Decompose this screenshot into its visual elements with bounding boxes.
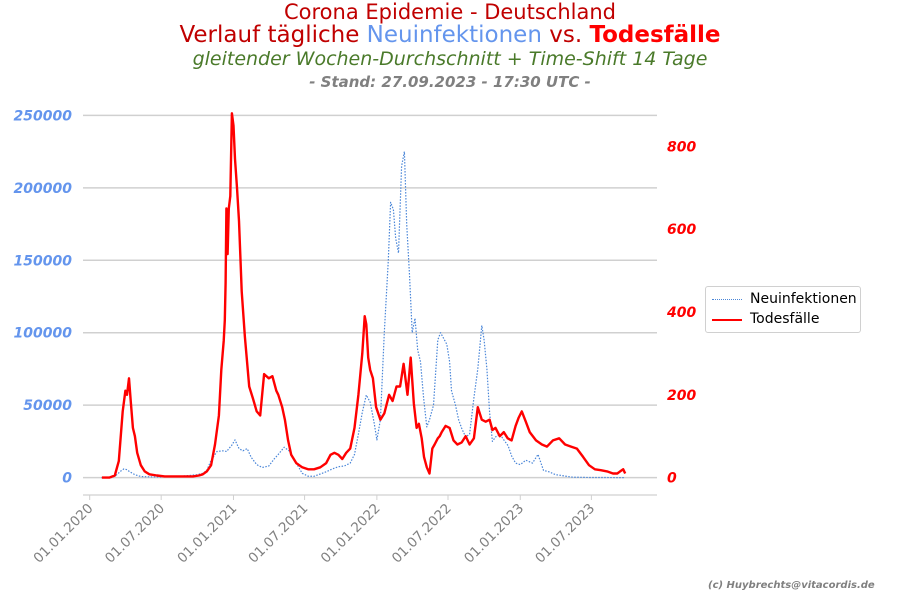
copyright-credit: (c) Huybrechts@vitacordis.de xyxy=(708,580,875,591)
title-part-neuinfektionen: Neuinfektionen xyxy=(366,22,542,48)
y-right-tick-label: 400 xyxy=(666,305,696,321)
x-tick-label: 01.07.2021 xyxy=(245,501,311,567)
legend-swatch-neuinfektionen xyxy=(712,299,742,300)
title-part-todesfaelle: Todesfälle xyxy=(589,22,721,48)
series-line-neuinfektionen xyxy=(101,151,626,479)
y-right-tick-label: 200 xyxy=(667,388,696,404)
y-right-tick-label: 600 xyxy=(667,222,696,238)
x-tick-label: 01.01.2020 xyxy=(31,501,97,567)
chart-subtitle: gleitender Wochen-Durchschnitt + Time-Sh… xyxy=(192,48,708,70)
x-tick-label: 01.01.2023 xyxy=(461,501,527,567)
y-left-tick-label: 200000 xyxy=(14,181,73,197)
x-tick-label: 01.07.2022 xyxy=(389,501,455,567)
axes xyxy=(83,494,657,500)
stand-timestamp: - Stand: 27.09.2023 - 17:30 UTC - xyxy=(309,73,591,91)
y-right-tick-label: 0 xyxy=(667,471,677,487)
y-left-tick-label: 0 xyxy=(62,471,72,487)
y-left-tick-label: 150000 xyxy=(14,253,73,269)
legend: Neuinfektionen Todesfälle xyxy=(705,286,861,333)
chart-title: Corona Epidemie - Deutschland xyxy=(284,0,616,24)
y-left-tick-label: 100000 xyxy=(14,326,73,342)
x-tick-label: 01.07.2023 xyxy=(532,501,598,567)
legend-label-todesfaelle: Todesfälle xyxy=(750,311,820,327)
chart-title-line2: Verlauf tägliche Neuinfektionen vs. Tode… xyxy=(0,22,900,49)
legend-swatch-todesfaelle xyxy=(712,319,742,321)
y-left-tick-label: 250000 xyxy=(14,108,73,124)
series-layer xyxy=(101,112,627,479)
y-left-tick-label: 50000 xyxy=(23,398,72,414)
x-tick-label: 01.07.2020 xyxy=(102,501,168,567)
grid-lines xyxy=(83,114,657,479)
x-tick-label: 01.01.2022 xyxy=(318,501,384,567)
legend-label-neuinfektionen: Neuinfektionen xyxy=(750,291,857,307)
y-right-tick-label: 800 xyxy=(667,139,696,155)
tick-labels: 0 50000 100000 150000 200000 250000 0 200 400 600… xyxy=(14,108,697,566)
series-line-todesfaelle xyxy=(101,112,627,479)
x-tick-label: 01.01.2021 xyxy=(174,501,240,567)
title-part-vs: vs. xyxy=(541,22,590,48)
title-part-verlauf: Verlauf tägliche xyxy=(179,22,367,48)
